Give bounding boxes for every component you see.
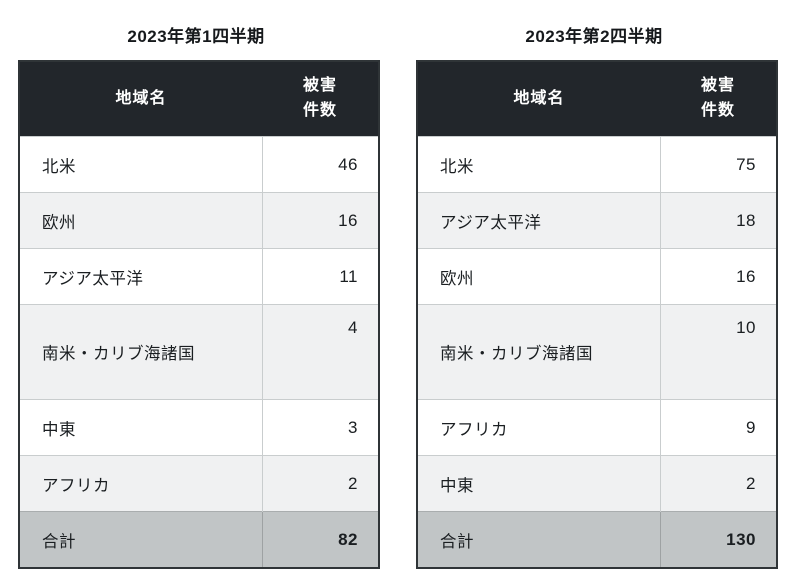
count-cell: 16 — [659, 248, 777, 305]
count-cell: 11 — [261, 248, 379, 305]
count-header-line1: 被害 — [700, 77, 735, 95]
table-row: 中東 3 — [19, 399, 379, 456]
header-row: 地域名 被害 件数 — [417, 61, 777, 137]
count-cell: 10 — [659, 304, 777, 400]
total-row: 合計 82 — [19, 511, 379, 568]
q2-table: 地域名 被害 件数 北米 75 アジア太平洋 18 欧州 16 南米・カリブ海諸国 10 アフリ… — [416, 60, 778, 569]
q2-table-body: 北米 75 アジア太平洋 18 欧州 16 南米・カリブ海諸国 10 アフリカ 9 中東 2 合計 130 — [417, 136, 777, 568]
table-row: 欧州 16 — [417, 248, 777, 305]
region-header-cell: 地域名 — [19, 61, 262, 137]
q1-table-title: 2023年第1四半期 — [127, 27, 265, 46]
count-header-cell: 被害 件数 — [262, 61, 379, 137]
count-header-line2: 件数 — [700, 102, 735, 119]
region-cell: 南米・カリブ海諸国 — [19, 304, 262, 400]
table-row: アジア太平洋 11 — [19, 248, 379, 305]
q2-table-header: 地域名 被害 件数 — [417, 61, 777, 137]
q2-table-section: 2023年第2四半期 地域名 被害 件数 北米 75 アジア太平洋 18 欧州 16 南米・… — [416, 14, 778, 569]
q1-table: 地域名 被害 件数 北米 46 欧州 16 アジア太平洋 11 南米・カリブ海諸国 4 中東 3 ア… — [18, 60, 380, 569]
table-row: 北米 46 — [19, 136, 379, 193]
region-cell: アフリカ — [19, 455, 262, 512]
table-row: 北米 75 — [417, 136, 777, 193]
count-cell: 4 — [261, 304, 379, 400]
count-cell: 9 — [659, 399, 777, 456]
total-count-cell: 82 — [261, 511, 379, 568]
region-cell: 南米・カリブ海諸国 — [417, 304, 660, 400]
count-header-cell: 被害 件数 — [660, 61, 777, 137]
region-cell: 中東 — [417, 455, 660, 512]
count-header-line1: 被害 — [302, 77, 337, 95]
region-cell: 北米 — [19, 136, 262, 193]
table-row: 南米・カリブ海諸国 10 — [417, 304, 777, 400]
region-cell: アジア太平洋 — [417, 192, 660, 249]
q1-table-header: 地域名 被害 件数 — [19, 61, 379, 137]
region-cell: 北米 — [417, 136, 660, 193]
region-cell: 欧州 — [19, 192, 262, 249]
table-row: 南米・カリブ海諸国 4 — [19, 304, 379, 400]
region-cell: 中東 — [19, 399, 262, 456]
region-header-cell: 地域名 — [417, 61, 660, 137]
table-row: アフリカ 9 — [417, 399, 777, 456]
count-cell: 18 — [659, 192, 777, 249]
table-row: 欧州 16 — [19, 192, 379, 249]
count-cell: 3 — [261, 399, 379, 456]
table-row: 中東 2 — [417, 455, 777, 512]
count-cell: 46 — [261, 136, 379, 193]
q2-table-title: 2023年第2四半期 — [525, 27, 663, 46]
count-cell: 16 — [261, 192, 379, 249]
q1-table-section: 2023年第1四半期 地域名 被害 件数 北米 46 欧州 16 アジア太平洋 11 南米・… — [18, 14, 380, 569]
table-row: アフリカ 2 — [19, 455, 379, 512]
count-cell: 2 — [659, 455, 777, 512]
total-count-cell: 130 — [659, 511, 777, 568]
region-cell: 欧州 — [417, 248, 660, 305]
count-cell: 75 — [659, 136, 777, 193]
total-label-cell: 合計 — [19, 511, 262, 568]
total-row: 合計 130 — [417, 511, 777, 568]
count-cell: 2 — [261, 455, 379, 512]
header-row: 地域名 被害 件数 — [19, 61, 379, 137]
region-cell: アジア太平洋 — [19, 248, 262, 305]
total-label-cell: 合計 — [417, 511, 660, 568]
count-header-line2: 件数 — [302, 102, 337, 119]
q1-table-body: 北米 46 欧州 16 アジア太平洋 11 南米・カリブ海諸国 4 中東 3 アフリカ 2 合計 82 — [19, 136, 379, 568]
table-row: アジア太平洋 18 — [417, 192, 777, 249]
region-cell: アフリカ — [417, 399, 660, 456]
